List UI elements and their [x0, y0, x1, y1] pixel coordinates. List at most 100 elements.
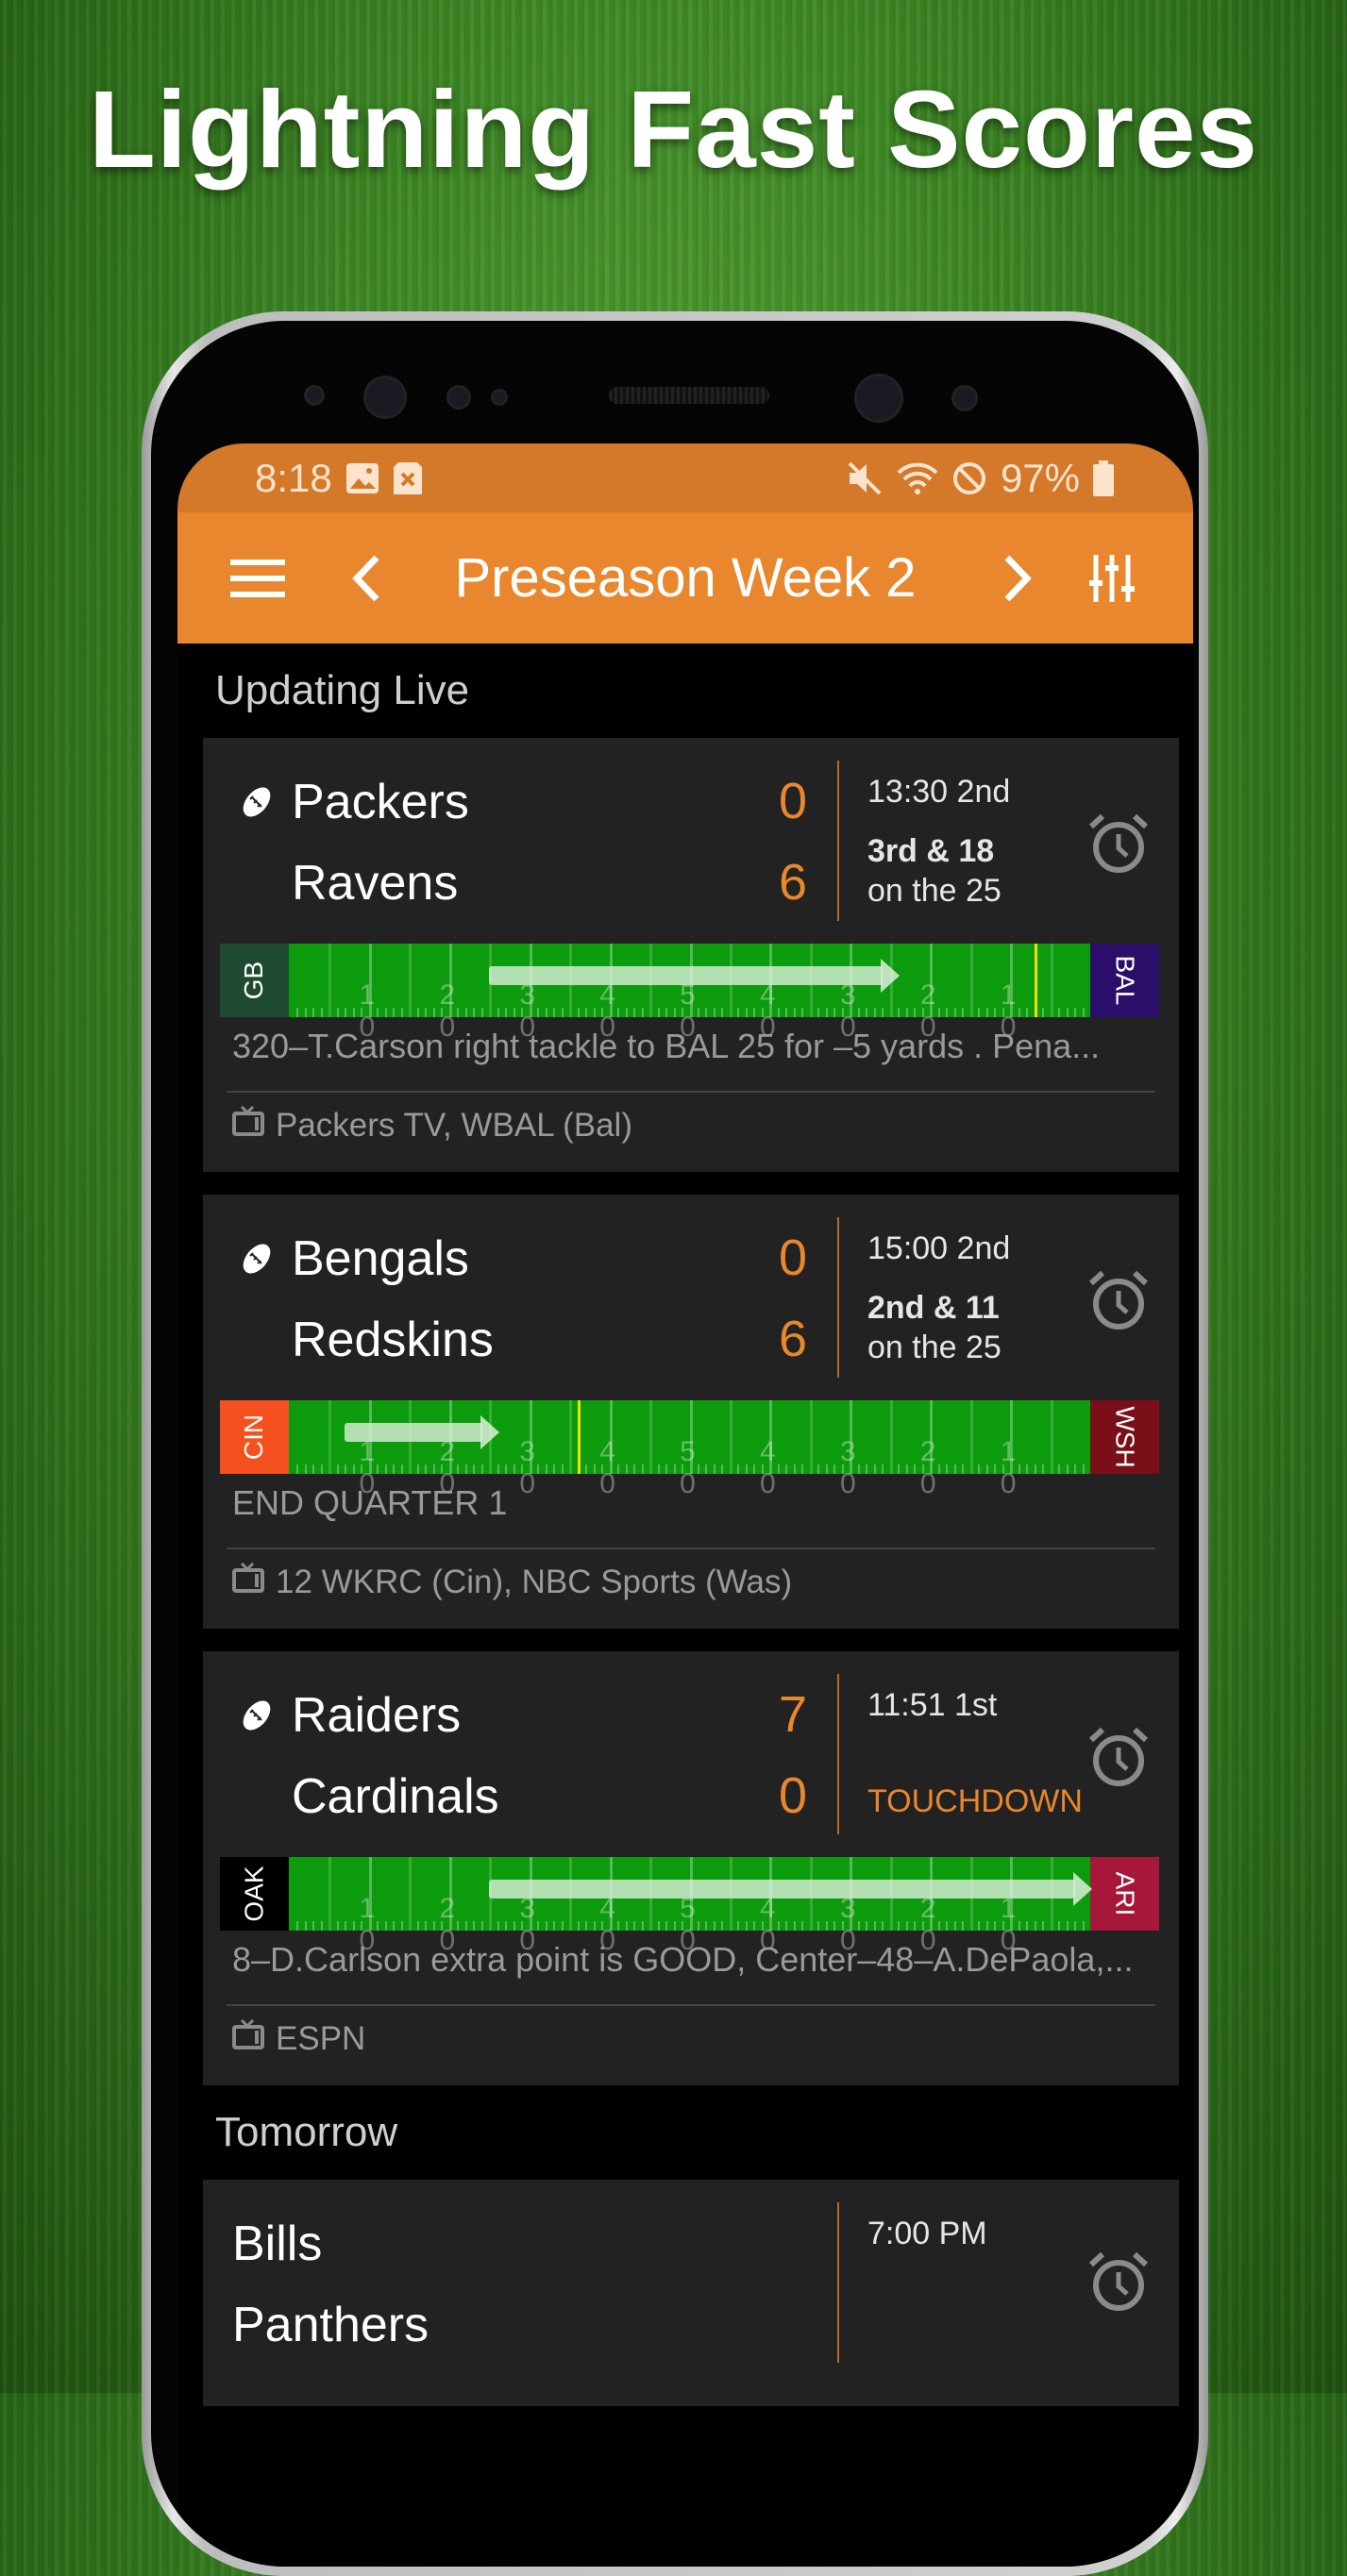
hash-mark — [441, 1921, 444, 1931]
hash-mark — [1066, 1008, 1069, 1017]
hash-mark — [665, 1464, 668, 1474]
yard-number: 3 0 — [839, 1893, 860, 1956]
sensor-icon — [446, 385, 471, 410]
team-score: 0 — [779, 1767, 808, 1824]
hash-mark — [1042, 1464, 1045, 1474]
hash-mark — [617, 1464, 620, 1474]
score-divider — [837, 761, 839, 921]
hash-mark — [753, 1008, 756, 1017]
hash-mark — [384, 1921, 387, 1931]
hash-mark — [1018, 1008, 1020, 1017]
hash-mark — [464, 1921, 467, 1931]
game-card[interactable]: Raiders Cardinals 7 0 11:51 1st TOUCHDOWN OAK A… — [203, 1651, 1179, 2085]
hash-mark — [777, 1008, 780, 1017]
game-card[interactable]: Bengals Redskins 0 6 15:00 2nd 2nd & 11 on the… — [203, 1195, 1179, 1629]
yard-line — [529, 1400, 532, 1474]
score-divider — [837, 1674, 839, 1834]
hash-mark — [441, 1464, 444, 1474]
alarm-clock-icon[interactable] — [1086, 2250, 1152, 2316]
hash-mark — [753, 1921, 756, 1931]
card-gap — [177, 1172, 1193, 1195]
hash-mark — [857, 1008, 860, 1017]
yard-number: 4 0 — [760, 979, 780, 1043]
home-endzone: BAL — [1090, 944, 1159, 1017]
yard-number: 2 0 — [439, 1893, 460, 1956]
filter-sliders-icon[interactable] — [1084, 550, 1140, 607]
hash-mark — [713, 1008, 716, 1017]
last-play: END QUARTER 1 — [232, 1483, 508, 1522]
hash-mark — [866, 1464, 868, 1474]
hash-mark — [745, 1464, 748, 1474]
yard-number: 1 0 — [1000, 979, 1020, 1043]
football-field: OAK ARI 1 0 2 0 3 0 4 0 5 0 4 0 3 0 2 0 1 0 — [220, 1857, 1159, 1956]
alarm-clock-icon[interactable] — [1086, 811, 1152, 878]
hash-mark — [304, 1008, 307, 1017]
toolbar: Preseason Week 2 — [177, 512, 1193, 644]
last-play: 8–D.Carlson extra point is GOOD, Center–… — [232, 1940, 1134, 1979]
away-endzone: CIN — [220, 1400, 289, 1474]
score-divider — [837, 1217, 839, 1378]
hash-mark — [432, 1921, 435, 1931]
yard-number: 1 0 — [359, 1436, 379, 1499]
hash-mark — [1074, 1464, 1077, 1474]
hash-mark — [793, 1008, 796, 1017]
yard-line — [969, 1400, 973, 1474]
card-divider — [227, 2004, 1155, 2006]
alarm-clock-icon[interactable] — [1086, 1725, 1152, 1791]
hash-mark — [441, 1008, 444, 1017]
hash-mark — [994, 1008, 997, 1017]
hash-mark — [641, 1464, 644, 1474]
hash-mark — [898, 1921, 901, 1931]
do-not-disturb-icon — [951, 460, 987, 496]
hash-mark — [921, 1921, 924, 1931]
battery-percent: 97% — [1000, 455, 1080, 500]
team-name: Raiders — [292, 1688, 462, 1743]
hash-mark — [665, 1008, 668, 1017]
hash-mark — [665, 1921, 668, 1931]
hash-mark — [593, 1008, 596, 1017]
yard-line — [850, 1400, 853, 1474]
drive-arrow — [345, 1423, 482, 1442]
hash-mark — [817, 1008, 820, 1017]
hash-mark — [705, 1921, 708, 1931]
hash-mark — [761, 1008, 764, 1017]
hash-mark — [425, 1008, 428, 1017]
chevron-left-icon[interactable] — [338, 550, 395, 607]
hash-mark — [497, 1008, 499, 1017]
yard-line — [930, 944, 934, 1017]
menu-icon[interactable] — [229, 552, 286, 605]
hash-mark — [882, 1008, 884, 1017]
hash-mark — [1074, 1008, 1077, 1017]
game-card[interactable]: Packers Ravens 0 6 13:30 2nd 3rd & 18 on the 2… — [203, 738, 1179, 1172]
hash-mark — [705, 1464, 708, 1474]
drive-arrow-head — [881, 959, 901, 993]
yard-number: 3 0 — [519, 1893, 540, 1956]
hash-mark — [505, 1008, 508, 1017]
hash-mark — [393, 1464, 396, 1474]
hash-mark — [361, 1464, 363, 1474]
alarm-clock-icon[interactable] — [1086, 1268, 1152, 1334]
hash-mark — [601, 1008, 604, 1017]
yard-number: 1 0 — [359, 1893, 379, 1956]
drive-arrow-head — [1073, 1872, 1092, 1906]
chevron-right-icon[interactable] — [989, 550, 1046, 607]
hash-mark — [1066, 1921, 1069, 1931]
game-card[interactable]: Bills Panthers 7:00 PM — [203, 2180, 1179, 2406]
hash-mark — [978, 1921, 981, 1931]
tv-icon — [232, 2018, 264, 2058]
hash-mark — [473, 1921, 476, 1931]
tv-listing: ESPN — [232, 2018, 365, 2058]
hash-mark — [1002, 1008, 1004, 1017]
hash-mark — [1058, 1464, 1061, 1474]
hash-mark — [785, 1008, 788, 1017]
hash-mark — [785, 1464, 788, 1474]
hash-mark — [457, 1008, 460, 1017]
hash-mark — [416, 1921, 419, 1931]
hash-mark — [352, 1921, 355, 1931]
hash-mark — [561, 1464, 564, 1474]
section-header: Updating Live — [215, 667, 470, 713]
hash-mark — [1002, 1921, 1004, 1931]
yard-number: 3 0 — [839, 1436, 860, 1499]
tv-listing: Packers TV, WBAL (Bal) — [232, 1105, 632, 1145]
hash-mark — [593, 1464, 596, 1474]
